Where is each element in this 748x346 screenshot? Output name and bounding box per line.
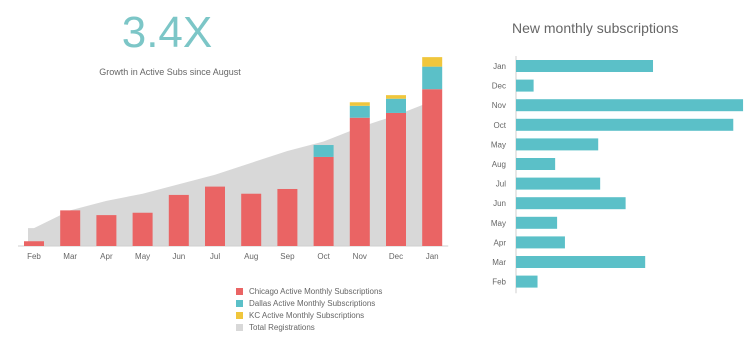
hbar-may-4 (516, 138, 599, 151)
bar-chicago-jun (168, 194, 189, 246)
legend-item: Dallas Active Monthly Subscriptions (236, 297, 382, 309)
x-tick-label: Dec (389, 252, 403, 261)
bar-kc-jan (422, 57, 443, 67)
x-tick-label: Feb (27, 252, 41, 261)
hbar-aug-5 (516, 158, 556, 170)
x-tick-label: Jul (210, 252, 220, 261)
hbar-mar-10 (516, 256, 646, 268)
x-tick-label: Sep (280, 252, 295, 261)
y-tick-label: Apr (494, 238, 507, 247)
y-tick-label: Mar (492, 258, 506, 267)
bar-chicago-mar (60, 210, 81, 246)
hbar-jan-0 (516, 60, 654, 72)
legend: Chicago Active Monthly Subscriptions Dall… (236, 285, 382, 333)
bar-kc-nov (349, 102, 370, 106)
y-tick-label: Jun (493, 199, 506, 208)
legend-label: KC Active Monthly Subscriptions (249, 310, 365, 320)
x-tick-label: Jun (172, 252, 185, 261)
bar-dallas-dec (386, 98, 406, 113)
hbar-jun-7 (516, 197, 626, 210)
y-tick-label: Nov (492, 101, 506, 110)
x-tick-label: Apr (100, 252, 113, 261)
legend-swatch (236, 311, 243, 319)
x-tick-label: Nov (353, 252, 367, 261)
hbar-apr-9 (516, 236, 565, 249)
x-tick-label: Jan (426, 252, 439, 261)
bar-kc-dec (386, 95, 406, 99)
y-tick-label: Oct (494, 121, 507, 130)
bar-chicago-dec (386, 112, 406, 246)
bar-chicago-may (132, 212, 153, 246)
headline-subtitle: Growth in Active Subs since August (99, 67, 241, 77)
x-tick-label: Aug (244, 252, 258, 261)
hbar-nov-2 (516, 99, 744, 112)
x-tick-label: Mar (63, 252, 77, 261)
hbar-dec-1 (516, 79, 534, 92)
legend-swatch (236, 287, 243, 295)
hbar-oct-3 (516, 118, 734, 131)
x-tick-label: May (135, 252, 150, 261)
y-tick-label: Feb (492, 278, 506, 287)
bar-chicago-feb (24, 241, 44, 246)
hbar-feb-11 (516, 275, 538, 288)
y-tick-label: Jul (496, 180, 506, 189)
bar-dallas-oct (313, 145, 334, 157)
hbar-jul-6 (516, 177, 601, 190)
y-tick-label: Aug (492, 160, 506, 169)
bar-dallas-nov (349, 105, 370, 118)
stacked-bar-chart: Feb Mar Apr May Jun Jul Aug Sep Oct Nov Dec Jan (18, 57, 449, 261)
bar-chicago-jan (422, 89, 443, 246)
y-tick-label: May (491, 140, 506, 149)
bar-chicago-aug (241, 193, 262, 246)
total-registrations-area (28, 101, 439, 246)
legend-item: KC Active Monthly Subscriptions (236, 309, 382, 321)
bar-chicago-nov (349, 117, 370, 246)
legend-label: Dallas Active Monthly Subscriptions (249, 298, 376, 308)
bar-chicago-oct (313, 156, 334, 246)
legend-item: Chicago Active Monthly Subscriptions (236, 285, 382, 297)
y-tick-label: Jan (493, 62, 506, 71)
legend-item: Total Registrations (236, 321, 382, 333)
bar-chicago-jul (205, 186, 225, 246)
legend-swatch (236, 299, 243, 307)
hbar-may-8 (516, 216, 558, 229)
x-tick-label: Oct (317, 252, 330, 261)
legend-label: Total Registrations (249, 322, 315, 332)
legend-label: Chicago Active Monthly Subscriptions (249, 286, 383, 296)
y-tick-label: Dec (492, 82, 506, 91)
bar-chicago-sep (277, 188, 298, 246)
bar-chicago-apr (96, 215, 117, 246)
headline-value: 3.4X (121, 8, 213, 57)
y-tick-label: May (491, 219, 506, 228)
legend-swatch (236, 323, 243, 331)
right-chart-title: New monthly subscriptions (512, 20, 679, 36)
bar-dallas-jan (422, 66, 443, 90)
